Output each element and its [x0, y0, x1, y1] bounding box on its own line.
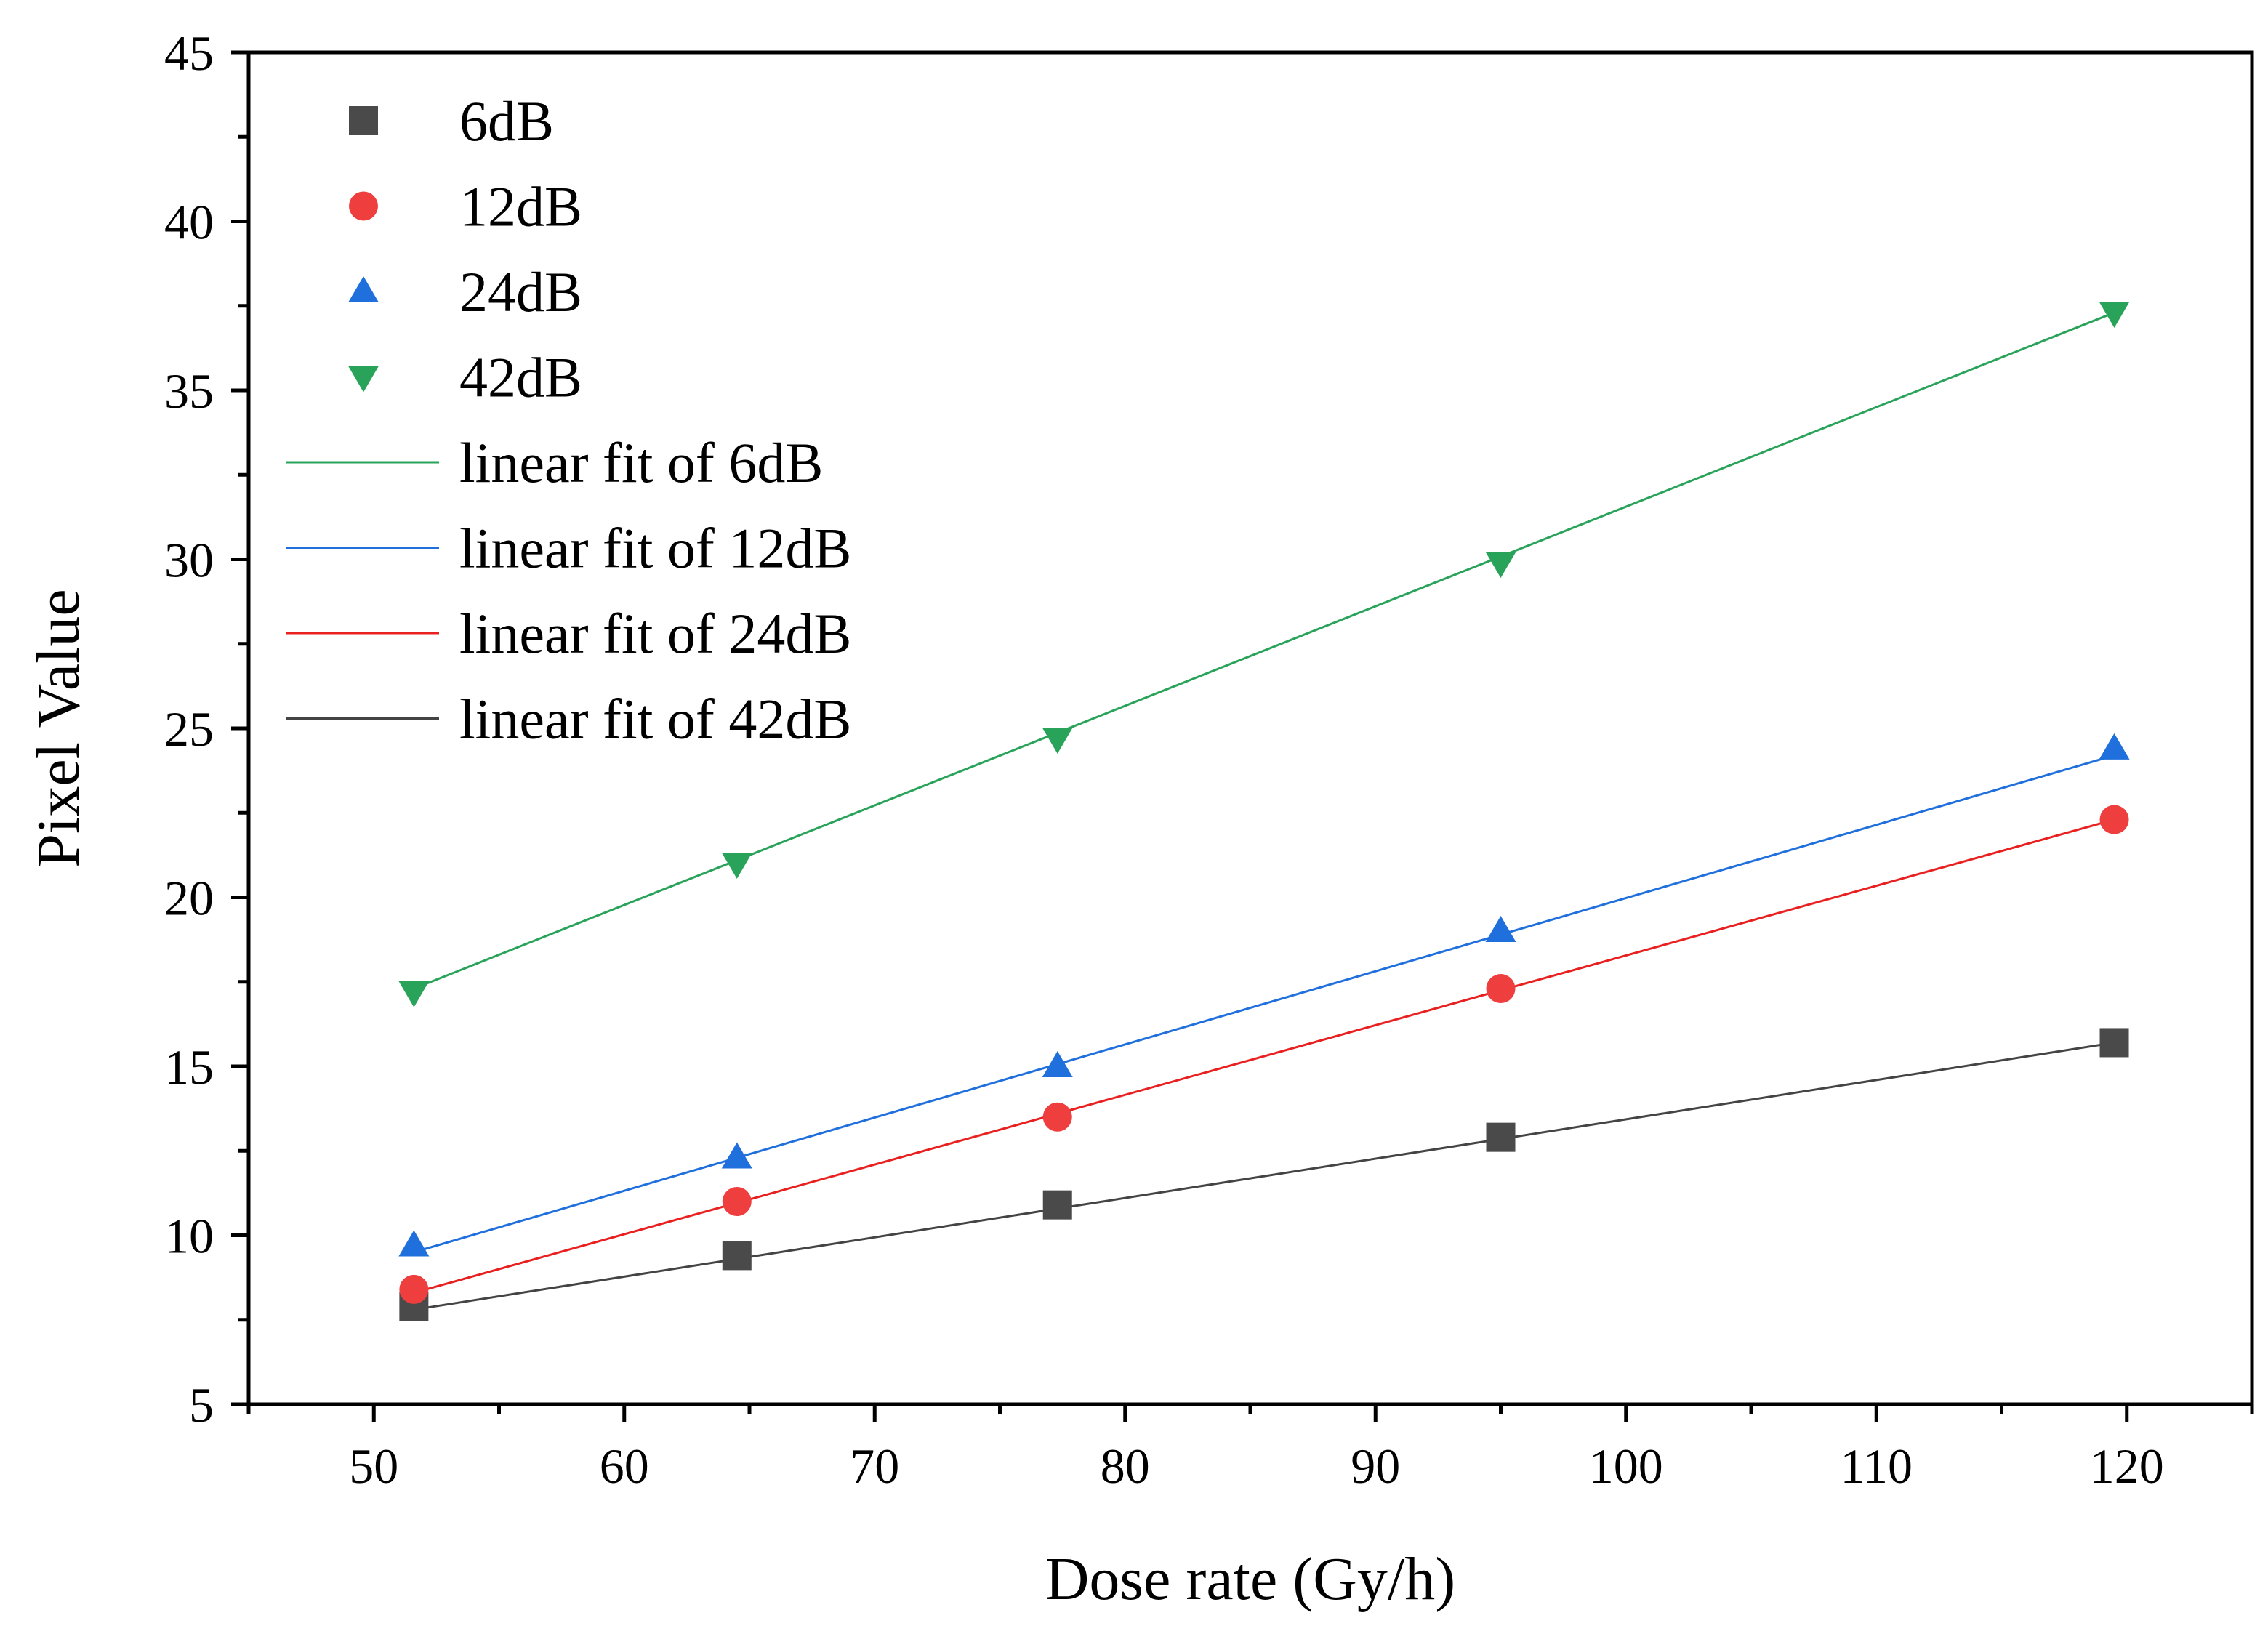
- point-24dB-1: [398, 1230, 429, 1256]
- x-axis-title: Dose rate (Gy/h): [1045, 1545, 1455, 1613]
- point-6dB-3: [1043, 1191, 1072, 1220]
- legend-label-fit-1: linear fit of 6dB: [459, 431, 823, 494]
- point-42dB-2: [722, 853, 752, 879]
- y-tick-label: 10: [164, 1209, 214, 1264]
- point-42dB-3: [1042, 728, 1073, 754]
- y-tick-label: 15: [164, 1039, 214, 1095]
- x-tick-label: 110: [1841, 1438, 1913, 1494]
- legend-symbol-24dB: [348, 276, 379, 302]
- x-tick-label: 70: [850, 1438, 899, 1494]
- fit-line-2: [414, 755, 2114, 1252]
- fit-line-3: [414, 820, 2114, 1293]
- y-tick-label: 45: [164, 25, 214, 81]
- legend-label-fit-4: linear fit of 42dB: [459, 688, 851, 751]
- point-12dB-4: [1487, 974, 1516, 1003]
- legend-label-6dB: 6dB: [459, 89, 554, 153]
- legend-symbol-6dB: [349, 106, 378, 135]
- x-tick-label: 120: [2090, 1438, 2164, 1494]
- legend-symbol-12dB: [349, 192, 378, 221]
- legend-label-24dB: 24dB: [459, 260, 582, 323]
- point-24dB-4: [1486, 916, 1516, 942]
- chart: 50 60 70 80 90 100 110 120 5 10 15 20 25 30 35 40 45 Do…: [0, 0, 2268, 1634]
- y-tick-label: 5: [189, 1377, 214, 1433]
- legend-label-fit-2: linear fit of 12dB: [459, 517, 851, 580]
- x-tick-label: 100: [1589, 1438, 1663, 1494]
- fit-line-4: [414, 1042, 2114, 1309]
- legend-symbol-42dB: [348, 366, 379, 393]
- y-axis-ticks: 5 10 15 20 25 30 35 40 45: [164, 25, 249, 1433]
- point-12dB-2: [723, 1187, 752, 1216]
- point-24dB-5: [2099, 733, 2130, 760]
- legend-label-12dB: 12dB: [459, 175, 582, 238]
- x-tick-label: 90: [1351, 1438, 1400, 1494]
- y-tick-label: 35: [164, 363, 214, 419]
- legend: 6dB 12dB 24dB 42dB linear fit of 6dB linear f…: [286, 89, 851, 751]
- point-12dB-1: [399, 1275, 428, 1304]
- point-42dB-1: [398, 981, 429, 1007]
- point-6dB-2: [723, 1241, 752, 1270]
- y-tick-label: 20: [164, 871, 214, 926]
- x-tick-label: 60: [600, 1438, 649, 1494]
- point-12dB-3: [1043, 1103, 1072, 1132]
- x-tick-label: 80: [1101, 1438, 1150, 1494]
- y-axis-title: Pixel Value: [25, 589, 92, 867]
- legend-label-42dB: 42dB: [459, 346, 582, 409]
- y-tick-label: 25: [164, 701, 214, 757]
- point-6dB-4: [1487, 1123, 1516, 1152]
- legend-label-fit-3: linear fit of 24dB: [459, 602, 851, 665]
- point-42dB-4: [1486, 552, 1516, 578]
- y-tick-label: 30: [164, 533, 214, 588]
- y-tick-label: 40: [164, 195, 214, 250]
- x-tick-label: 50: [349, 1438, 398, 1494]
- x-axis-ticks: 50 60 70 80 90 100 110 120: [249, 1404, 2252, 1494]
- point-12dB-5: [2100, 805, 2129, 834]
- point-6dB-5: [2100, 1028, 2129, 1057]
- point-24dB-3: [1042, 1051, 1073, 1077]
- point-42dB-5: [2099, 302, 2130, 328]
